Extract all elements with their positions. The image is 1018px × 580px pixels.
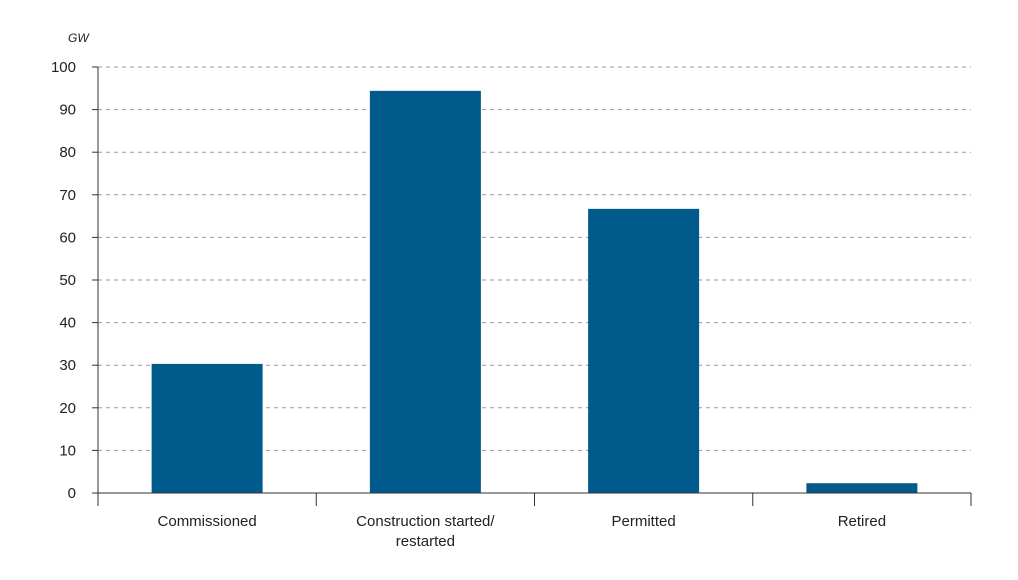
y-tick-label-30: 30 (59, 357, 76, 374)
y-tick-label-100: 100 (51, 59, 76, 76)
y-tick-label-90: 90 (59, 102, 76, 119)
y-tick-label-20: 20 (59, 400, 76, 417)
bars (151, 90, 918, 493)
y-tick-label-10: 10 (59, 442, 76, 459)
y-axis-unit-label: GW (68, 31, 90, 45)
y-tick-label-40: 40 (59, 315, 76, 332)
bar-0 (151, 363, 263, 493)
x-category-label-1: Construction started/restarted (356, 513, 495, 550)
bar-1 (369, 90, 481, 493)
bar-3 (806, 483, 918, 493)
y-tick-label-60: 60 (59, 229, 76, 246)
y-tick-label-0: 0 (68, 485, 76, 502)
x-category-label-2: Permitted (612, 513, 676, 530)
y-tick-label-50: 50 (59, 272, 76, 289)
x-category-label-3: Retired (838, 513, 886, 530)
x-category-label-0: Commissioned (158, 513, 257, 530)
y-axis-ticks: 0 10 20 30 40 50 60 70 80 90 100 (51, 59, 98, 502)
bar-2 (588, 208, 700, 493)
y-tick-label-70: 70 (59, 187, 76, 204)
y-tick-label-80: 80 (59, 144, 76, 161)
x-axis-labels: Commissioned Construction started/restart… (158, 513, 887, 550)
